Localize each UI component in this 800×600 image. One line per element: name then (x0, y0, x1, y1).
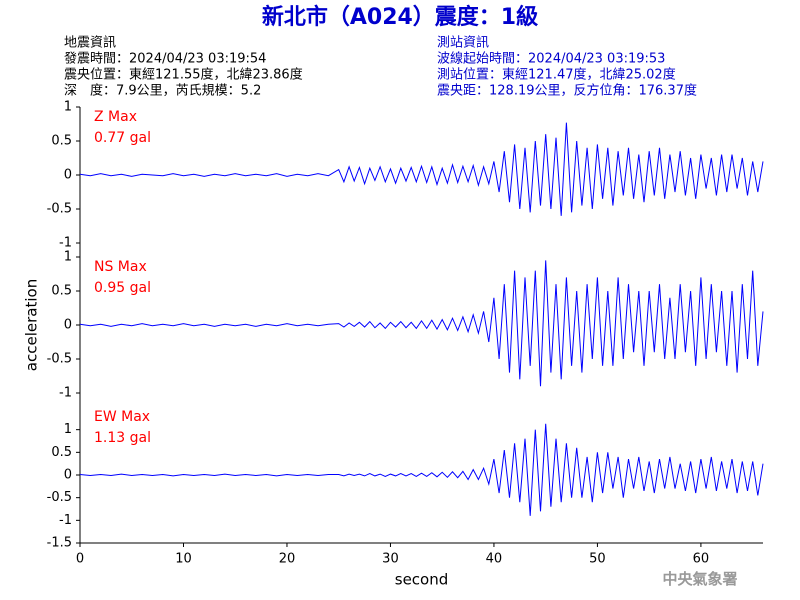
y-tick-label: -1 (59, 513, 72, 528)
y-tick-label: -0.5 (47, 202, 72, 217)
x-tick-label: 10 (175, 552, 192, 567)
info-line: 波線起始時間：2024/04/23 03:19:53 (437, 51, 665, 67)
annotation: NS Max (94, 259, 147, 275)
y-tick-label: 0 (64, 168, 72, 183)
info-line: 地震資訊 (64, 36, 116, 51)
y-tick-label: 0.5 (51, 445, 72, 460)
y-tick-label: -0.5 (47, 490, 72, 505)
info-line: 震央位置：東經121.55度，北緯23.86度 (64, 67, 303, 83)
x-tick-label: 30 (382, 552, 399, 567)
y-tick-label: 0 (64, 468, 72, 483)
y-tick-label: 0.5 (51, 284, 72, 299)
x-tick-label: 20 (279, 552, 296, 567)
x-tick-label: 40 (486, 552, 503, 567)
info-line: 發震時間：2024/04/23 03:19:54 (64, 52, 266, 67)
annotation: Z Max (94, 109, 137, 125)
info-line: 測站資訊 (437, 36, 489, 51)
x-tick-label: 0 (76, 552, 84, 567)
x-axis-label: second (395, 571, 449, 589)
y-tick-label: -0.5 (47, 352, 72, 367)
y-tick-label: 0.5 (51, 134, 72, 149)
y-tick-label: -1.5 (47, 536, 72, 551)
y-tick-label: 0 (64, 318, 72, 333)
title: 新北市（A024）震度：1級 (262, 4, 538, 30)
x-tick-label: 50 (589, 552, 606, 567)
info-line: 震央距：128.19公里，反方位角：176.37度 (437, 83, 697, 99)
annotation: 0.77 gal (94, 130, 151, 146)
annotation: EW Max (94, 409, 150, 425)
y-axis-label: acceleration (23, 279, 41, 371)
annotation: 0.95 gal (94, 280, 151, 296)
x-tick-label: 60 (693, 552, 710, 567)
waveform (79, 260, 764, 387)
y-tick-label: 1 (64, 250, 72, 265)
station-info: 測站資訊 波線起始時間：2024/04/23 03:19:53 測站位置：東經1… (437, 36, 697, 99)
y-tick-label: -1 (59, 386, 72, 401)
event-info: 地震資訊 發震時間：2024/04/23 03:19:54 震央位置：東經121… (64, 36, 303, 99)
info-line: 測站位置：東經121.47度，北緯25.02度 (437, 67, 676, 83)
y-tick-label: 1 (64, 422, 72, 437)
y-tick-label: -1 (59, 236, 72, 251)
waveform (79, 423, 764, 516)
info-line: 深 度：7.9公里，芮氏規模：5.2 (64, 83, 261, 99)
y-tick-label: 1 (64, 100, 72, 115)
footer: 中央氣象署 (662, 570, 737, 588)
annotation: 1.13 gal (94, 430, 151, 446)
waveform (79, 122, 764, 216)
